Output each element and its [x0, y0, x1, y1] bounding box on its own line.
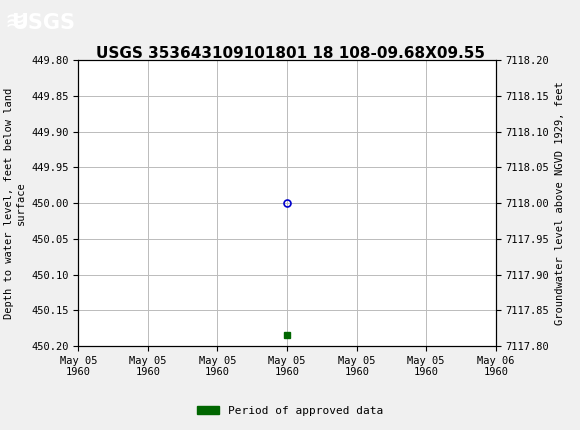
Text: ≋: ≋ — [4, 11, 25, 34]
Y-axis label: Depth to water level, feet below land
surface: Depth to water level, feet below land su… — [4, 88, 26, 319]
Text: USGS: USGS — [12, 12, 75, 33]
Legend: Period of approved data: Period of approved data — [193, 401, 387, 420]
Y-axis label: Groundwater level above NGVD 1929, feet: Groundwater level above NGVD 1929, feet — [555, 81, 565, 325]
Text: USGS 353643109101801 18 108-09.68X09.55: USGS 353643109101801 18 108-09.68X09.55 — [96, 46, 484, 61]
